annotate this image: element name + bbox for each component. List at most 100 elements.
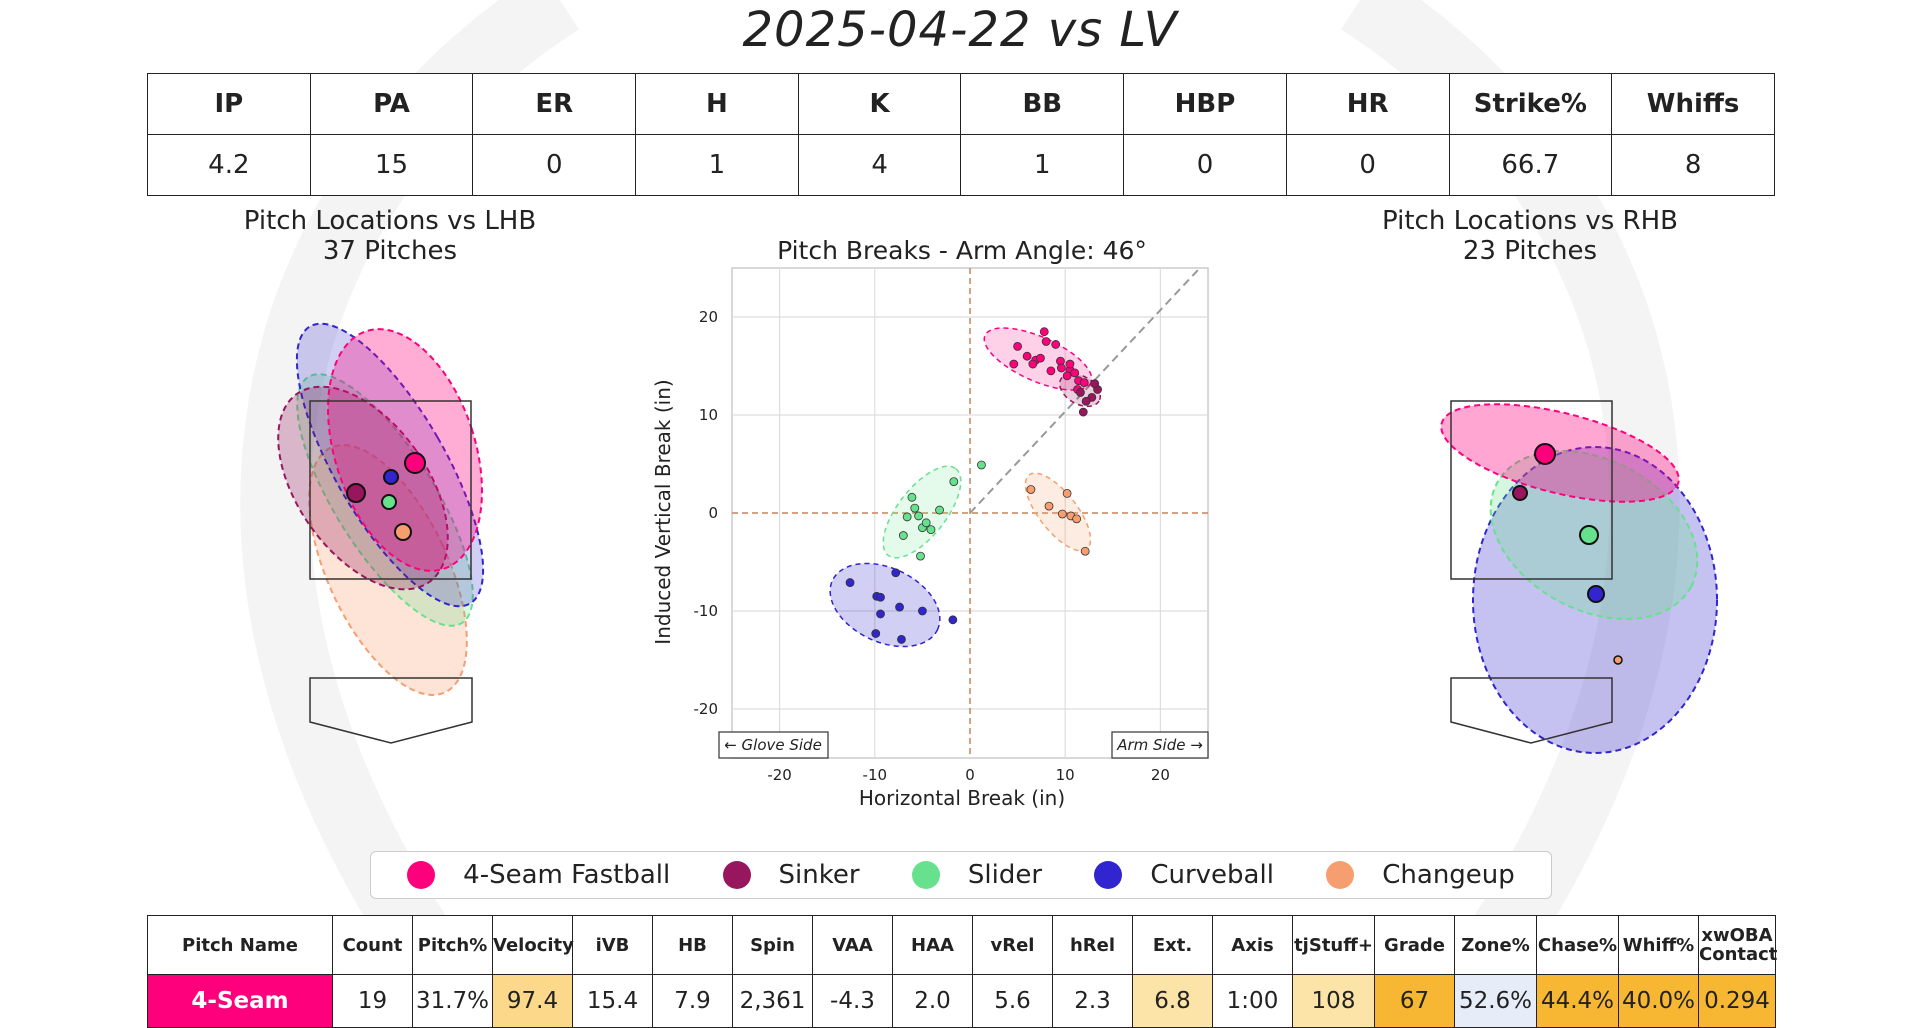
pitch-table-header: Velocity	[492, 915, 574, 975]
break-point-4-seam-fastball	[1009, 359, 1019, 369]
break-points	[845, 327, 1102, 644]
arm-side-annotation: Arm Side →	[1111, 731, 1209, 759]
break-point-sinker	[1076, 388, 1085, 397]
break-point-curveball	[871, 629, 881, 638]
summary-header: K	[797, 73, 962, 135]
break-point-curveball	[876, 592, 885, 602]
break-point-slider	[914, 511, 923, 521]
break-point-curveball	[876, 609, 885, 619]
break-point-curveball	[897, 635, 906, 644]
break-point-slider	[921, 518, 931, 528]
pitch-table-header: Zone%	[1454, 915, 1537, 975]
pitch-table-header: Ext.	[1132, 915, 1213, 975]
summary-value: 1	[960, 134, 1125, 196]
break-y-tick: 0	[708, 504, 718, 522]
break-ellipse-curveball	[829, 562, 941, 648]
legend-item-fourseam: 4-Seam Fastball	[407, 860, 670, 890]
pitch-metric-cell: 1:00	[1212, 974, 1293, 1028]
summary-value: 8	[1611, 134, 1775, 196]
break-chart-title: Pitch Breaks - Arm Angle: 46°	[777, 236, 1147, 265]
legend-swatch	[1326, 861, 1355, 889]
pitch-table-body: 4-Seam 19 31.7% 97.4 15.4 7.9 2,361 -4.3 2.0 5.6 2…	[147, 974, 1776, 1028]
legend-swatch	[1094, 861, 1123, 889]
legend-label: Slider	[967, 860, 1043, 890]
summary-header: Whiffs	[1611, 73, 1775, 135]
pitch-table-header: hRel	[1052, 915, 1133, 975]
pitch-metric-cell: 108	[1292, 974, 1375, 1028]
lhb-title-text: Pitch Locations vs LHB	[243, 206, 537, 236]
summary-table: IP PA ER H K BB HBP HR Strike% Whiffs 4.…	[147, 73, 1775, 196]
break-point-curveball	[845, 578, 855, 587]
break-point-4-seam-fastball	[1036, 353, 1045, 363]
break-point-slider	[949, 477, 959, 487]
break-tick-labels: -20 -10 0 10 20 20 10 0 -10 -20	[694, 308, 1170, 784]
pitch-metric-cell: 31.7%	[412, 974, 493, 1028]
break-x-tick: -20	[767, 766, 792, 784]
pitch-table-header-row: Pitch Name Count Pitch% Velocity iVB HB Spin VA…	[147, 915, 1777, 975]
pitch-metric-cell: 5.6	[972, 974, 1053, 1028]
break-point-changeup	[1057, 509, 1067, 519]
legend-item-changeup: Changeup	[1326, 860, 1515, 890]
pitch-metric-cell: 40.0%	[1618, 974, 1699, 1028]
legend-swatch	[911, 861, 940, 889]
pitch-metric-cell: 15.4	[572, 974, 653, 1028]
pitch-table-header: Chase%	[1536, 915, 1619, 975]
break-gridlines	[731, 267, 1209, 759]
break-point-curveball	[891, 568, 901, 578]
legend-item-curveball: Curveball	[1094, 860, 1274, 890]
rhb-title-text: Pitch Locations vs RHB	[1382, 206, 1678, 236]
pitch-metric-cell: 6.8	[1132, 974, 1213, 1028]
break-point-changeup	[1080, 546, 1090, 556]
break-point-curveball	[918, 606, 927, 616]
break-point-curveball	[895, 602, 904, 612]
pitch-metric-cell: 97.4	[492, 974, 573, 1028]
rhb-pitch-count: 23 Pitches	[1462, 236, 1598, 266]
summary-value: 0	[1285, 134, 1450, 196]
pitch-name-cell: 4-Seam	[147, 974, 333, 1028]
pitch-metric-cell: 0.294	[1698, 974, 1776, 1028]
break-x-tick: 10	[1056, 766, 1075, 784]
break-x-tick: 20	[1151, 766, 1170, 784]
pitch-table-header: HAA	[892, 915, 973, 975]
glove-side-label: ← Glove Side	[724, 736, 822, 754]
break-x-tick: 0	[965, 766, 975, 784]
break-point-4-seam-fastball	[1046, 366, 1056, 376]
break-y-axis-label: Induced Vertical Break (in)	[651, 379, 675, 644]
break-point-sinker	[1078, 407, 1088, 417]
break-point-slider	[910, 503, 920, 513]
pitch-metric-cell: 2.0	[892, 974, 973, 1028]
legend-swatch	[407, 861, 436, 889]
break-y-tick: -10	[694, 602, 719, 620]
pitch-legend: 4-Seam Fastball Sinker Slider Curveball …	[370, 851, 1552, 899]
break-point-4-seam-fastball	[1022, 351, 1032, 361]
table-row: 4-Seam 19 31.7% 97.4 15.4 7.9 2,361 -4.3 2.0 5.6 2…	[147, 974, 1776, 1028]
pitch-table-header: Pitch Name	[147, 915, 333, 975]
break-point-4-seam-fastball	[1056, 363, 1066, 373]
pitch-table-header: Count	[332, 915, 413, 975]
break-point-changeup	[1062, 488, 1072, 498]
lhb-pitch-count: 37 Pitches	[322, 236, 458, 266]
legend-label: Changeup	[1382, 860, 1515, 890]
pitch-metric-cell: 44.4%	[1536, 974, 1619, 1028]
legend-label: 4-Seam Fastball	[463, 860, 671, 890]
glove-side-annotation: ← Glove Side	[718, 731, 829, 759]
summary-value: 4.2	[147, 134, 311, 196]
break-point-4-seam-fastball	[1079, 378, 1089, 388]
arm-side-label: Arm Side →	[1116, 736, 1203, 754]
pitch-metric-cell: 2,361	[732, 974, 813, 1028]
break-point-changeup	[1026, 485, 1036, 494]
pitch-table-header: Pitch%	[412, 915, 493, 975]
summary-value: 4	[797, 134, 962, 196]
summary-header: HR	[1285, 73, 1450, 135]
pitch-metric-cell: 7.9	[652, 974, 733, 1028]
break-y-tick: 10	[699, 406, 718, 424]
pitch-table-header: Spin	[732, 915, 813, 975]
legend-item-slider: Slider	[911, 860, 1043, 890]
legend-swatch	[722, 861, 751, 889]
summary-value: 15	[309, 134, 474, 196]
break-point-slider	[926, 525, 936, 535]
break-x-axis-label: Horizontal Break (in)	[859, 786, 1065, 810]
pitch-table-header: HB	[652, 915, 733, 975]
legend-item-sinker: Sinker	[722, 860, 860, 890]
summary-value: 0	[472, 134, 637, 196]
